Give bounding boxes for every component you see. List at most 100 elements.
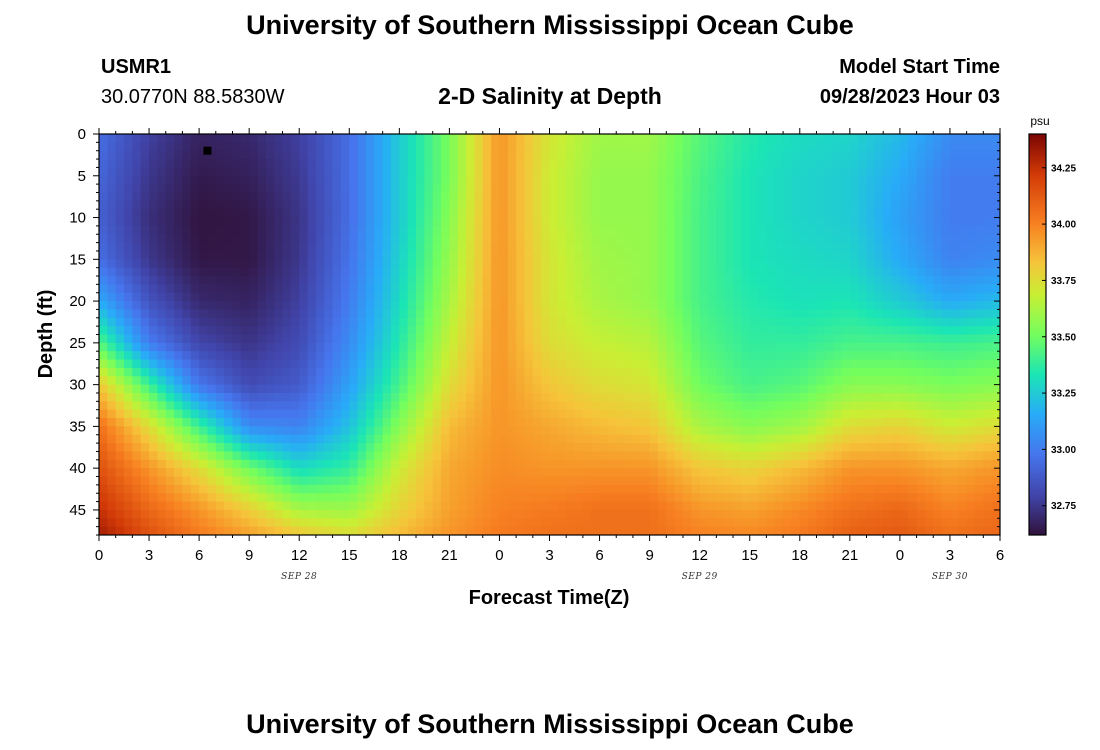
heatmap-cell xyxy=(849,459,859,469)
heatmap-cell xyxy=(874,276,884,285)
heatmap-cell xyxy=(733,250,742,260)
heatmap-cell xyxy=(833,367,843,377)
heatmap-cell xyxy=(507,317,517,327)
heatmap-cell xyxy=(157,159,167,169)
heatmap-cell xyxy=(299,134,309,143)
heatmap-cell xyxy=(883,359,893,369)
heatmap-cell xyxy=(416,150,425,160)
heatmap-cell xyxy=(858,292,868,302)
heatmap-cell xyxy=(733,451,742,461)
heatmap-cell xyxy=(549,443,559,453)
heatmap-cell xyxy=(190,184,200,194)
heatmap-cell xyxy=(632,259,642,269)
heatmap-cell xyxy=(874,250,884,260)
heatmap-cell xyxy=(582,259,592,269)
heatmap-cell xyxy=(883,292,893,302)
heatmap-cell xyxy=(724,175,734,185)
heatmap-cell xyxy=(783,359,793,369)
heatmap-cell xyxy=(449,401,459,411)
heatmap-cell xyxy=(374,443,384,453)
heatmap-cell xyxy=(432,167,442,177)
heatmap-cell xyxy=(466,493,476,503)
heatmap-cell xyxy=(207,367,217,377)
heatmap-cell xyxy=(274,150,284,160)
heatmap-cell xyxy=(324,451,334,461)
heatmap-cell xyxy=(349,509,359,519)
heatmap-cell xyxy=(916,426,926,436)
heatmap-cell xyxy=(190,359,200,369)
heatmap-cell xyxy=(808,309,818,319)
heatmap-cell xyxy=(466,242,476,252)
heatmap-cell xyxy=(474,359,484,369)
heatmap-cell xyxy=(215,443,225,453)
heatmap-cell xyxy=(874,242,884,252)
heatmap-cell xyxy=(115,225,125,235)
heatmap-cell xyxy=(199,376,209,386)
heatmap-cell xyxy=(491,276,501,285)
heatmap-cell xyxy=(149,167,158,177)
heatmap-cell xyxy=(616,175,626,185)
heatmap-cell xyxy=(924,434,934,444)
heatmap-cell xyxy=(941,217,951,227)
heatmap-cell xyxy=(724,267,734,277)
heatmap-cell xyxy=(466,234,476,244)
heatmap-cell xyxy=(307,159,317,169)
heatmap-cell xyxy=(290,468,300,478)
heatmap-cell xyxy=(899,134,909,143)
heatmap-cell xyxy=(966,342,976,352)
heatmap-cell xyxy=(349,376,359,386)
heatmap-cell xyxy=(791,259,801,269)
heatmap-cell xyxy=(215,234,225,244)
heatmap-cell xyxy=(833,351,843,361)
heatmap-cell xyxy=(257,134,267,143)
heatmap-cell xyxy=(532,217,542,227)
heatmap-cell xyxy=(374,259,384,269)
heatmap-cell xyxy=(174,476,184,486)
heatmap-cell xyxy=(766,167,776,177)
heatmap-cell xyxy=(841,384,851,394)
heatmap-cell xyxy=(466,209,476,219)
heatmap-cell xyxy=(582,250,592,260)
heatmap-cell xyxy=(924,209,934,219)
heatmap-cell xyxy=(833,434,843,444)
heatmap-cell xyxy=(708,292,717,302)
heatmap-cell xyxy=(766,493,776,503)
heatmap-cell xyxy=(541,493,551,503)
heatmap-cell xyxy=(491,392,501,402)
heatmap-cell xyxy=(933,150,943,160)
heatmap-cell xyxy=(808,217,818,227)
heatmap-cell xyxy=(758,292,767,302)
heatmap-cell xyxy=(232,284,242,294)
heatmap-cell xyxy=(991,225,1000,235)
heatmap-cell xyxy=(315,150,325,160)
heatmap-cell xyxy=(991,451,1000,461)
heatmap-cell xyxy=(599,317,609,327)
heatmap-cell xyxy=(224,142,234,152)
heatmap-cell xyxy=(182,250,192,260)
heatmap-cell xyxy=(132,284,142,294)
heatmap-cell xyxy=(749,351,759,361)
heatmap-cell xyxy=(257,276,267,285)
heatmap-cell xyxy=(482,493,492,503)
heatmap-cell xyxy=(324,301,334,311)
heatmap-cell xyxy=(632,200,642,210)
heatmap-cell xyxy=(207,384,217,394)
heatmap-cell xyxy=(574,493,584,503)
heatmap-cell xyxy=(349,459,359,469)
heatmap-cell xyxy=(532,367,542,377)
heatmap-cell xyxy=(632,142,642,152)
heatmap-cell xyxy=(257,392,267,402)
heatmap-cell xyxy=(115,501,125,511)
heatmap-cell xyxy=(933,209,943,219)
heatmap-cell xyxy=(641,418,651,427)
heatmap-cell xyxy=(699,451,709,461)
heatmap-cell xyxy=(941,225,951,235)
heatmap-cell xyxy=(632,376,642,386)
heatmap-cell xyxy=(407,351,417,361)
heatmap-cell xyxy=(149,184,158,194)
heatmap-cell xyxy=(274,175,284,185)
heatmap-cell xyxy=(457,476,467,486)
heatmap-cell xyxy=(624,334,634,344)
heatmap-cell xyxy=(374,401,384,411)
heatmap-cell xyxy=(99,334,108,344)
